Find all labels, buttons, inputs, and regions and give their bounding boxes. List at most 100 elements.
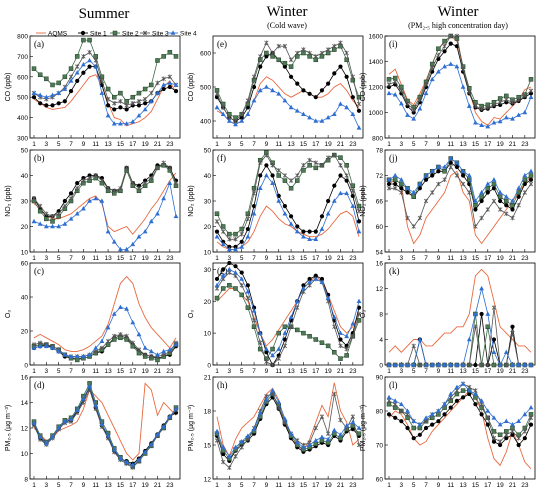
y-tick-label: 500 [17,95,28,102]
series-line [33,172,177,235]
marker-site-3 [454,388,460,393]
marker-site-3 [467,190,472,195]
x-tick-label: 23 [166,368,174,375]
marker-site-3 [142,30,148,36]
axes-frame [212,262,364,366]
x-tick-label: 9 [437,482,441,489]
marker-site-3 [99,178,105,183]
marker-site-3 [516,435,521,441]
marker-site-1 [313,229,318,234]
x-tick-label: 9 [437,141,441,148]
marker-site-1 [288,214,294,219]
marker-site-2 [276,330,281,336]
marker-site-1 [307,276,312,282]
marker-site-3 [504,211,509,217]
x-tick-label: 11 [92,255,99,262]
marker-site-1 [80,30,86,36]
x-tick-label: 1 [387,482,391,489]
y-tick-label: 600 [17,74,28,81]
marker-site-4 [245,433,251,438]
marker-site-1 [504,436,509,441]
marker-site-3 [479,362,484,368]
marker-site-1 [264,54,269,59]
marker-site-3 [93,173,98,178]
marker-site-3 [301,163,306,168]
marker-site-4 [522,172,528,178]
marker-site-2 [442,169,447,174]
x-tick-label: 11 [275,141,282,148]
y-tick-label: 0 [207,363,211,370]
marker-site-3 [220,105,226,110]
x-tick-label: 9 [82,368,86,375]
marker-site-3 [405,101,410,106]
marker-site-2 [301,330,306,336]
x-tick-label: 13 [287,141,295,148]
marker-site-2 [264,50,269,56]
marker-site-1 [356,219,362,224]
marker-site-2 [288,64,294,69]
marker-site-4 [435,362,441,367]
marker-site-4 [148,348,154,354]
series-line [216,45,360,119]
marker-site-2 [87,37,92,43]
x-tick-label: 19 [142,141,150,148]
x-tick-label: 19 [325,255,333,262]
x-tick-label: 17 [129,482,137,489]
marker-site-1 [473,362,478,368]
marker-site-4 [43,223,49,229]
marker-site-2 [319,340,325,345]
marker-site-3 [356,208,362,214]
marker-site-4 [510,362,515,367]
marker-site-3 [417,215,423,221]
marker-site-2 [282,178,288,183]
y-tick-label: 0 [379,363,383,370]
x-tick-label: 21 [509,368,517,375]
marker-site-1 [405,425,410,431]
marker-site-3 [399,88,404,94]
marker-site-3 [473,324,478,330]
marker-site-1 [75,78,80,83]
marker-site-4 [435,408,441,413]
x-tick-label: 5 [240,255,244,262]
marker-site-4 [522,362,528,367]
x-tick-label: 23 [349,368,357,375]
y-tick-label: 40 [21,295,29,302]
marker-site-3 [227,465,232,470]
marker-site-4 [257,87,263,93]
column-title-winter-cold: Winter [266,4,307,20]
marker-site-4 [214,428,220,434]
marker-site-4 [344,104,350,110]
marker-site-4 [263,84,269,89]
marker-site-4 [454,64,460,69]
marker-site-1 [516,442,521,448]
marker-site-4 [313,276,319,281]
marker-site-4 [74,353,80,359]
x-tick-label: 1 [215,255,219,262]
marker-site-1 [485,422,490,427]
y-axis-label: NO₂ (ppb) [5,185,12,217]
marker-site-4 [161,82,167,87]
marker-site-3 [473,103,478,109]
marker-site-3 [460,66,466,72]
marker-site-3 [332,152,337,158]
marker-site-4 [68,78,74,83]
marker-site-4 [356,125,362,130]
marker-site-3 [270,50,275,56]
marker-site-1 [301,229,306,234]
marker-site-4 [313,437,319,443]
series-site-4 [31,57,179,126]
marker-site-3 [130,340,135,346]
marker-site-4 [62,352,68,357]
marker-site-3 [332,324,337,330]
marker-site-4 [56,90,62,95]
marker-site-2 [356,431,362,436]
marker-site-3 [245,98,251,103]
marker-site-4 [386,394,392,400]
marker-site-3 [239,231,244,237]
y-tick-label: 400 [17,115,28,122]
marker-site-4 [257,410,263,416]
marker-site-4 [80,61,86,67]
marker-site-4 [338,330,343,335]
marker-site-4 [105,325,111,330]
